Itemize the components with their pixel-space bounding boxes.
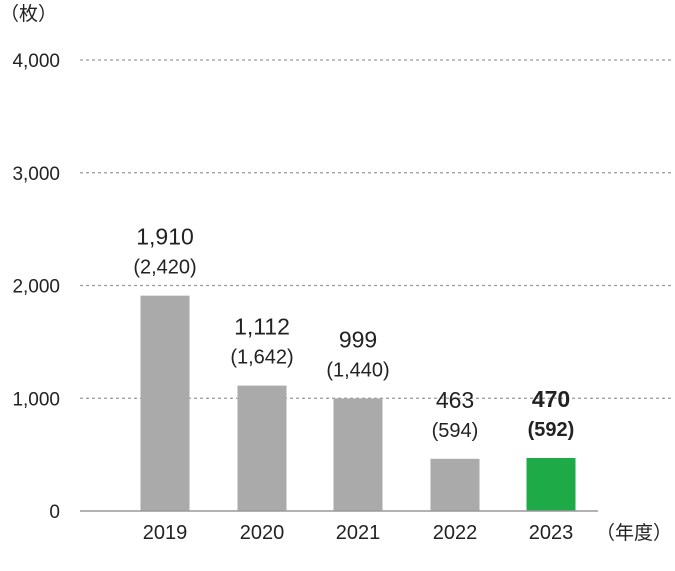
sub-value-label: (1,440)	[326, 359, 389, 381]
y-tick-label: 3,000	[12, 164, 60, 185]
x-tick-label: 2021	[336, 522, 381, 544]
y-axis-ticks: 0 1,000 2,000 3,000 4,000	[12, 51, 60, 523]
bar-2023	[526, 458, 576, 511]
bar-2020	[237, 385, 287, 511]
value-label: 470	[532, 386, 570, 412]
value-label: 999	[339, 326, 377, 352]
sub-value-label: (1,642)	[230, 347, 293, 369]
sub-value-label: (2,420)	[133, 257, 196, 279]
x-tick-label: 2020	[240, 522, 285, 544]
x-axis-ticks: 2019 2020 2021 2022 2023	[143, 522, 574, 544]
bar-2019	[140, 295, 190, 511]
sub-value-label: (594)	[432, 420, 479, 442]
x-tick-label: 2019	[143, 522, 188, 544]
data-labels: 1,910 (2,420) 1,112 (1,642) 999 (1,440) 463 (59…	[133, 224, 574, 442]
bars	[140, 295, 576, 511]
x-axis-unit-label: （年度）	[596, 522, 672, 544]
y-tick-label: 4,000	[12, 51, 60, 72]
x-tick-label: 2023	[529, 522, 574, 544]
value-label: 463	[436, 387, 474, 413]
y-tick-label: 2,000	[12, 277, 60, 298]
bar-2021	[333, 398, 383, 511]
sub-value-label: (592)	[528, 419, 575, 441]
value-label: 1,910	[136, 224, 194, 250]
bar-2022	[430, 458, 480, 511]
y-axis-unit-label: （枚）	[0, 3, 57, 25]
y-tick-label: 1,000	[12, 389, 60, 410]
value-label: 1,112	[234, 314, 290, 340]
y-tick-label: 0	[49, 502, 60, 523]
gridlines	[80, 59, 672, 399]
x-tick-label: 2022	[433, 522, 478, 544]
